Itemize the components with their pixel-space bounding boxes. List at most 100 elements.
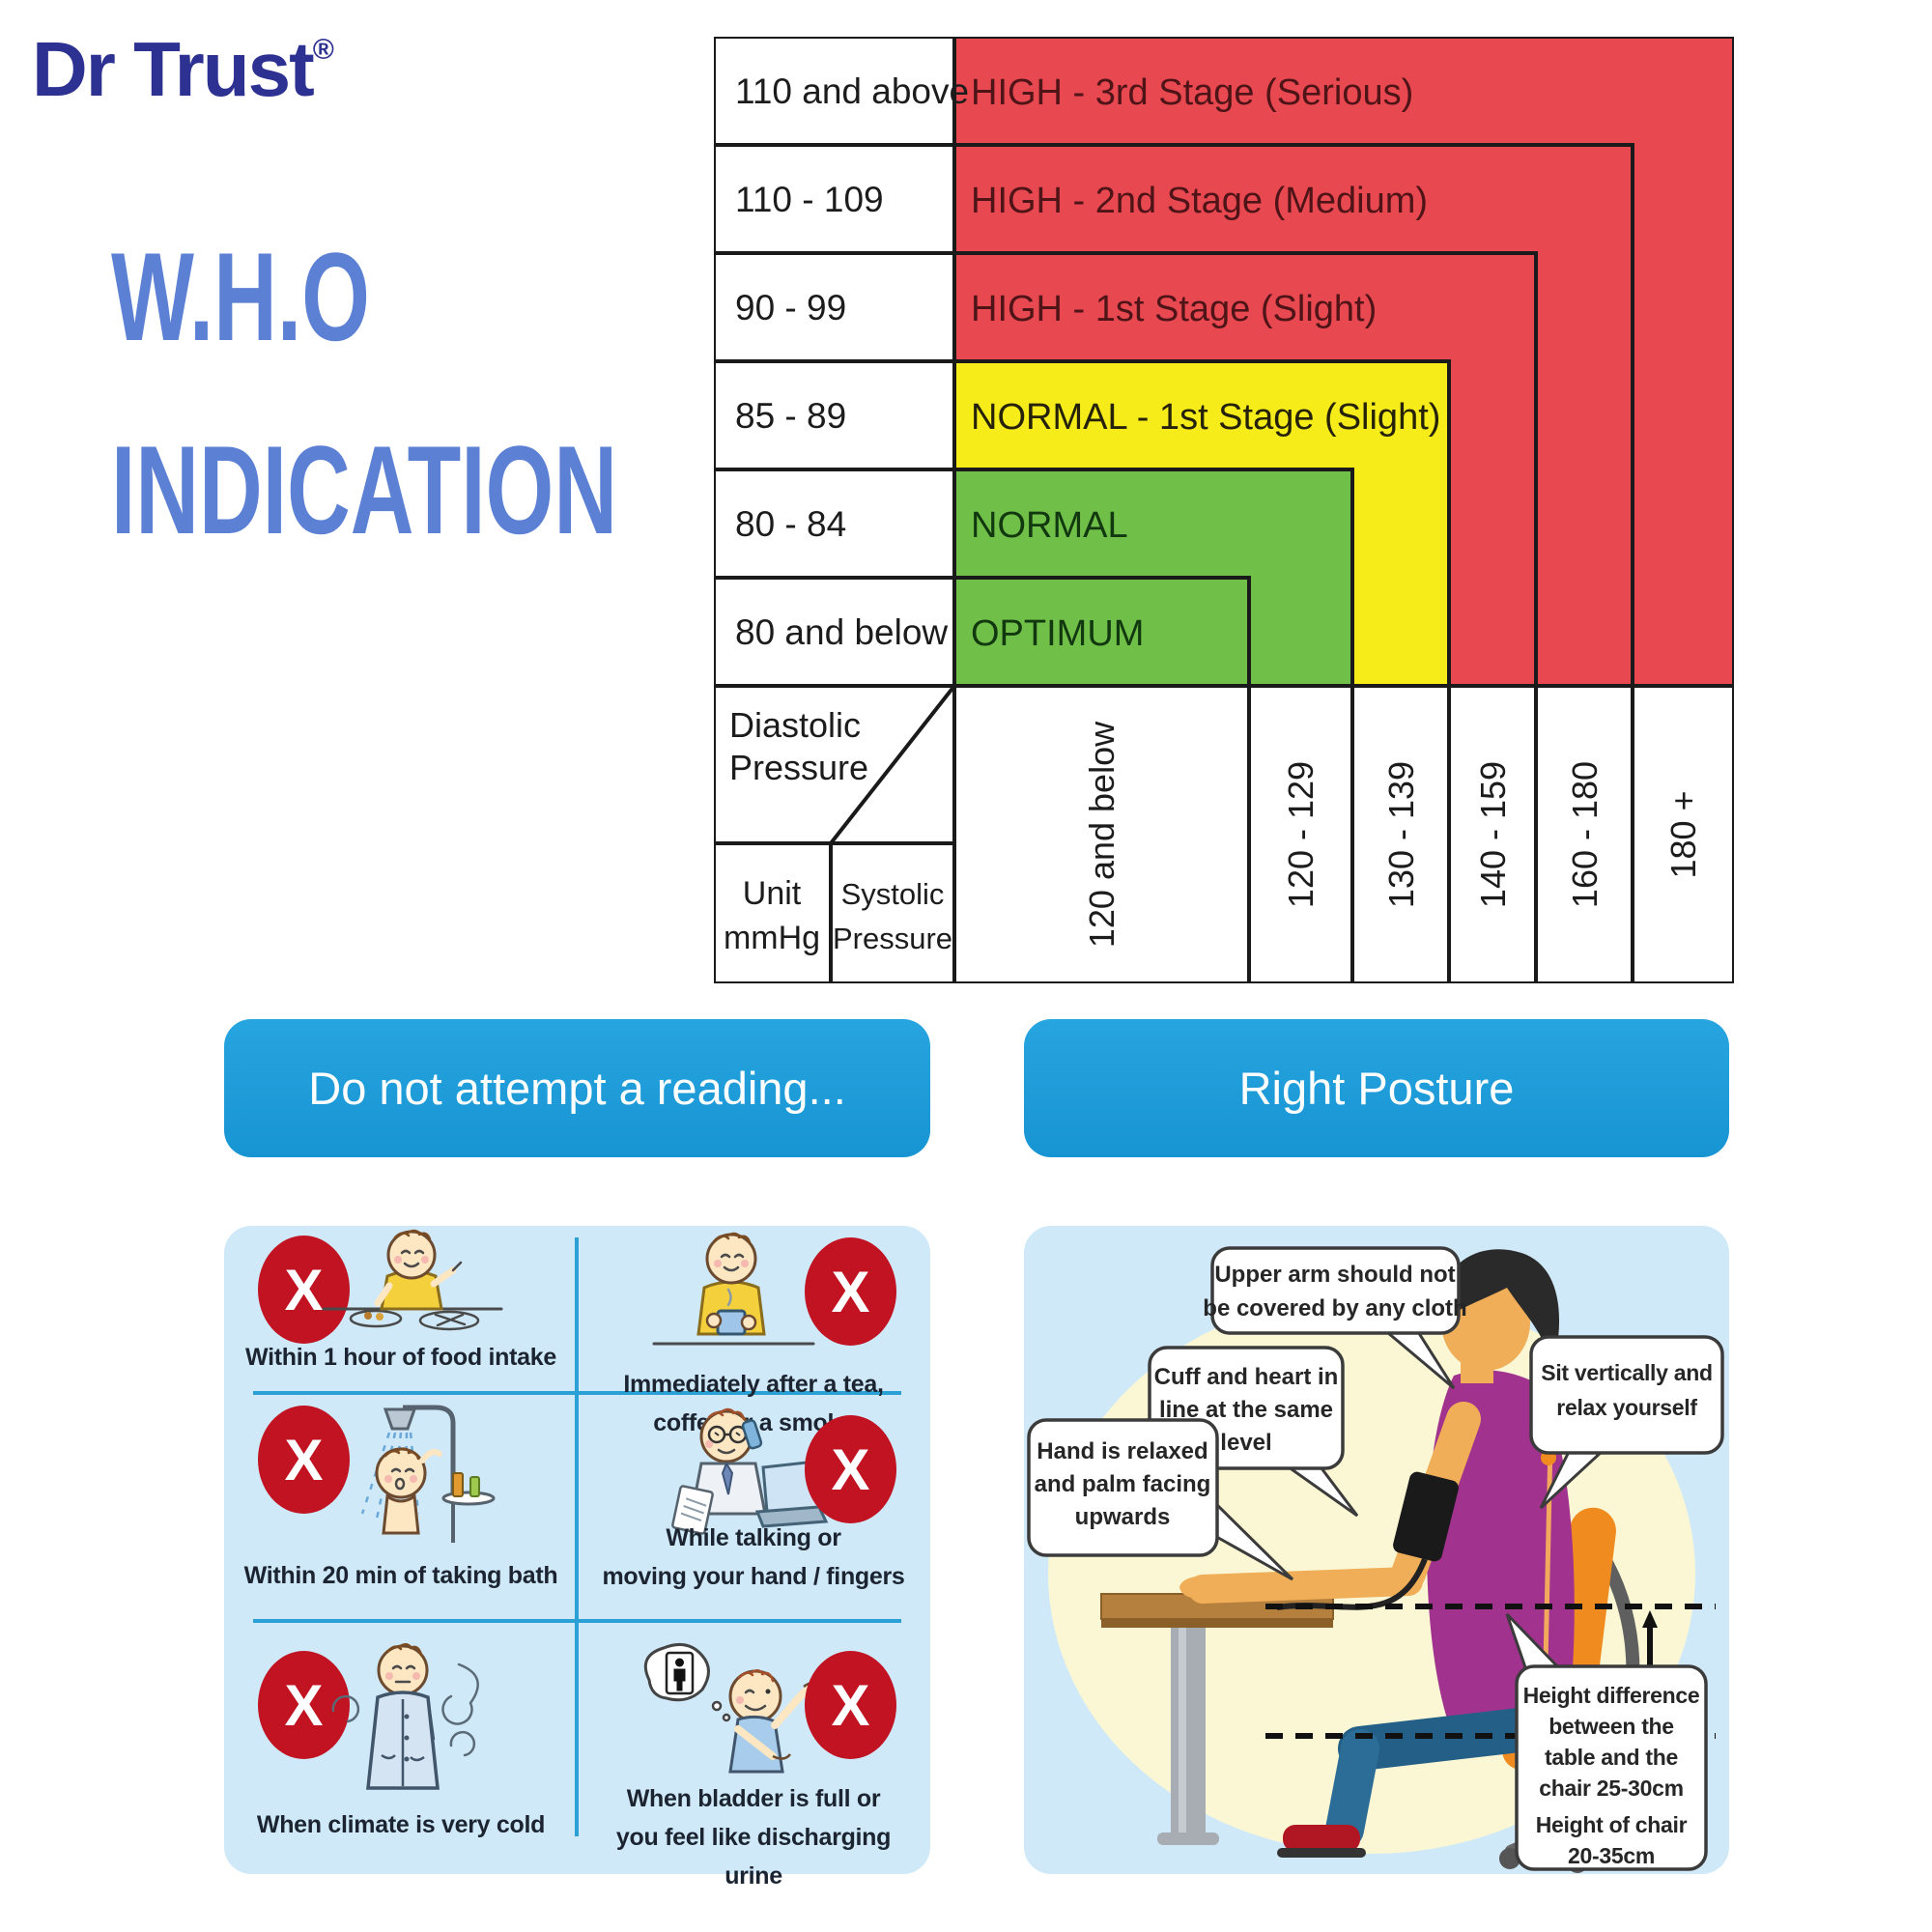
person-hand [1179, 1576, 1203, 1599]
diastolic-label: 85 - 89 [735, 396, 846, 436]
do-not-attempt-header: Do not attempt a reading... [224, 1019, 930, 1157]
diastolic-label: 80 and below [735, 612, 948, 652]
bubble-text: level [1220, 1430, 1271, 1456]
posture-illustration: Upper arm should not be covered by any c… [1027, 1246, 1724, 1873]
page-title-line2: INDICATION [111, 419, 618, 560]
do-not-attempt-panel: X Within 1 hour of food intake [224, 1226, 930, 1889]
bubble-text: Hand is relaxed [1037, 1438, 1208, 1464]
caption-line: you feel like discharging urine [615, 1824, 892, 1889]
x-mark-badge: X [258, 1406, 350, 1514]
tea-coffee-icon [652, 1232, 815, 1346]
systolic-col-label: 140 - 159 [1473, 761, 1513, 908]
x-mark: X [284, 1427, 324, 1492]
caption-bath: Within 20 min of taking bath [232, 1556, 570, 1595]
caption-talking: While talking or moving your hand / fing… [584, 1519, 923, 1596]
diastolic-axis-line2: Pressure [729, 748, 868, 787]
bubble-text: Height of chair [1536, 1812, 1688, 1837]
diastolic-label: 110 and above [735, 71, 969, 111]
category-label: OPTIMUM [971, 613, 1144, 654]
diastolic-axis-line1: Diastolic [729, 705, 861, 745]
bubble-text: between the [1548, 1714, 1674, 1739]
systolic-axis-cell [829, 841, 956, 985]
person-forearm [1188, 1567, 1423, 1604]
right-posture-panel: Upper arm should not be covered by any c… [1024, 1226, 1729, 1874]
diastolic-cell-4 [712, 359, 956, 471]
unit-label-line2: mmHg [724, 920, 820, 956]
cold-climate-icon [331, 1643, 479, 1790]
systolic-col-cell-1 [952, 684, 1251, 985]
diastolic-cell-6 [712, 576, 956, 688]
caption-line: Within 1 hour of food intake [245, 1344, 556, 1371]
person-shin [1325, 1729, 1379, 1849]
caption-cold: When climate is very cold [232, 1805, 570, 1844]
category-label: HIGH - 1st Stage (Slight) [971, 289, 1377, 329]
panel-divider-row2 [253, 1619, 901, 1623]
height-bubble [1515, 1664, 1708, 1871]
bubble-text: and palm facing [1035, 1471, 1211, 1497]
upper-arm-bubble [1210, 1246, 1461, 1335]
diastolic-label: 110 - 109 [735, 180, 884, 219]
unit-label-line1: Unit [743, 875, 802, 912]
x-mark: X [831, 1259, 870, 1324]
bubble-text: Cuff and heart in [1154, 1364, 1339, 1390]
right-posture-header-text: Right Posture [1238, 1063, 1515, 1114]
diastolic-cell-2 [712, 143, 956, 255]
x-mark-badge: X [258, 1236, 350, 1344]
category-label: HIGH - 3rd Stage (Serious) [971, 72, 1413, 113]
x-mark-badge: X [805, 1237, 896, 1346]
diastolic-label: 90 - 99 [735, 288, 846, 327]
eating-icon [322, 1229, 503, 1331]
systolic-col-cell-5 [1534, 684, 1634, 985]
caption-line: Immediately after a tea, [623, 1371, 884, 1398]
caption-line: When climate is very cold [256, 1811, 546, 1838]
systolic-axis-line2: Pressure [833, 922, 952, 955]
x-mark: X [831, 1672, 870, 1738]
systolic-col-label: 160 - 180 [1565, 761, 1605, 908]
systolic-col-cell-4 [1447, 684, 1538, 985]
caption-line: When bladder is full or [626, 1785, 881, 1812]
desk [1100, 1593, 1334, 1845]
bladder-icon [643, 1642, 826, 1774]
caption-line: moving your hand / fingers [602, 1563, 905, 1590]
diastolic-cell-5 [712, 468, 956, 580]
bubble-text: Upper arm should not [1214, 1262, 1455, 1288]
bp-cuff [1393, 1471, 1459, 1562]
bubble-text: be covered by any cloth [1203, 1295, 1466, 1321]
caption-bladder: When bladder is full or you feel like di… [584, 1779, 923, 1895]
category-label: NORMAL - 1st Stage (Slight) [971, 397, 1440, 438]
systolic-col-label: 120 and below [1082, 721, 1122, 948]
bubble-text: Sit vertically and [1541, 1360, 1712, 1385]
page-title-line1: W.H.O [111, 226, 370, 367]
person-shoe [1283, 1825, 1360, 1852]
speech-bubbles: Upper arm should not be covered by any c… [1027, 1246, 1724, 1871]
category-label: NORMAL [971, 505, 1128, 546]
person-hair [1438, 1249, 1560, 1366]
systolic-col-cell-6 [1631, 684, 1736, 985]
caption-line: While talking or [666, 1524, 841, 1551]
diastolic-label: 80 - 84 [735, 504, 846, 544]
bubble-text: table and the [1545, 1745, 1678, 1770]
x-mark: X [284, 1257, 324, 1322]
bubble-text: 20-35cm [1568, 1843, 1655, 1868]
caption-line: Within 20 min of taking bath [243, 1562, 558, 1589]
bubble-text: upwards [1075, 1504, 1171, 1530]
caption-food-intake: Within 1 hour of food intake [232, 1338, 570, 1377]
panel-divider-row1 [253, 1391, 901, 1395]
systolic-col-cell-3 [1350, 684, 1451, 985]
who-indication-table: 110 and above 110 - 109 90 - 99 85 - 89 … [712, 35, 1736, 985]
category-label: HIGH - 2nd Stage (Medium) [971, 181, 1428, 221]
hand-bubble [1027, 1418, 1219, 1557]
panel-divider-vertical [575, 1237, 579, 1836]
systolic-col-label: 130 - 139 [1381, 761, 1421, 908]
x-mark-badge: X [805, 1415, 896, 1523]
bath-icon [360, 1405, 496, 1543]
registered-mark: ® [312, 34, 334, 66]
x-mark: X [284, 1672, 324, 1738]
axis-diagonal-line [829, 684, 956, 845]
x-mark-badge: X [805, 1651, 896, 1759]
sit-bubble [1529, 1335, 1724, 1455]
systolic-col-label: 120 - 129 [1281, 761, 1321, 908]
who-table-graphic: 110 and above 110 - 109 90 - 99 85 - 89 … [712, 35, 1736, 985]
systolic-axis-line1: Systolic [841, 877, 945, 911]
